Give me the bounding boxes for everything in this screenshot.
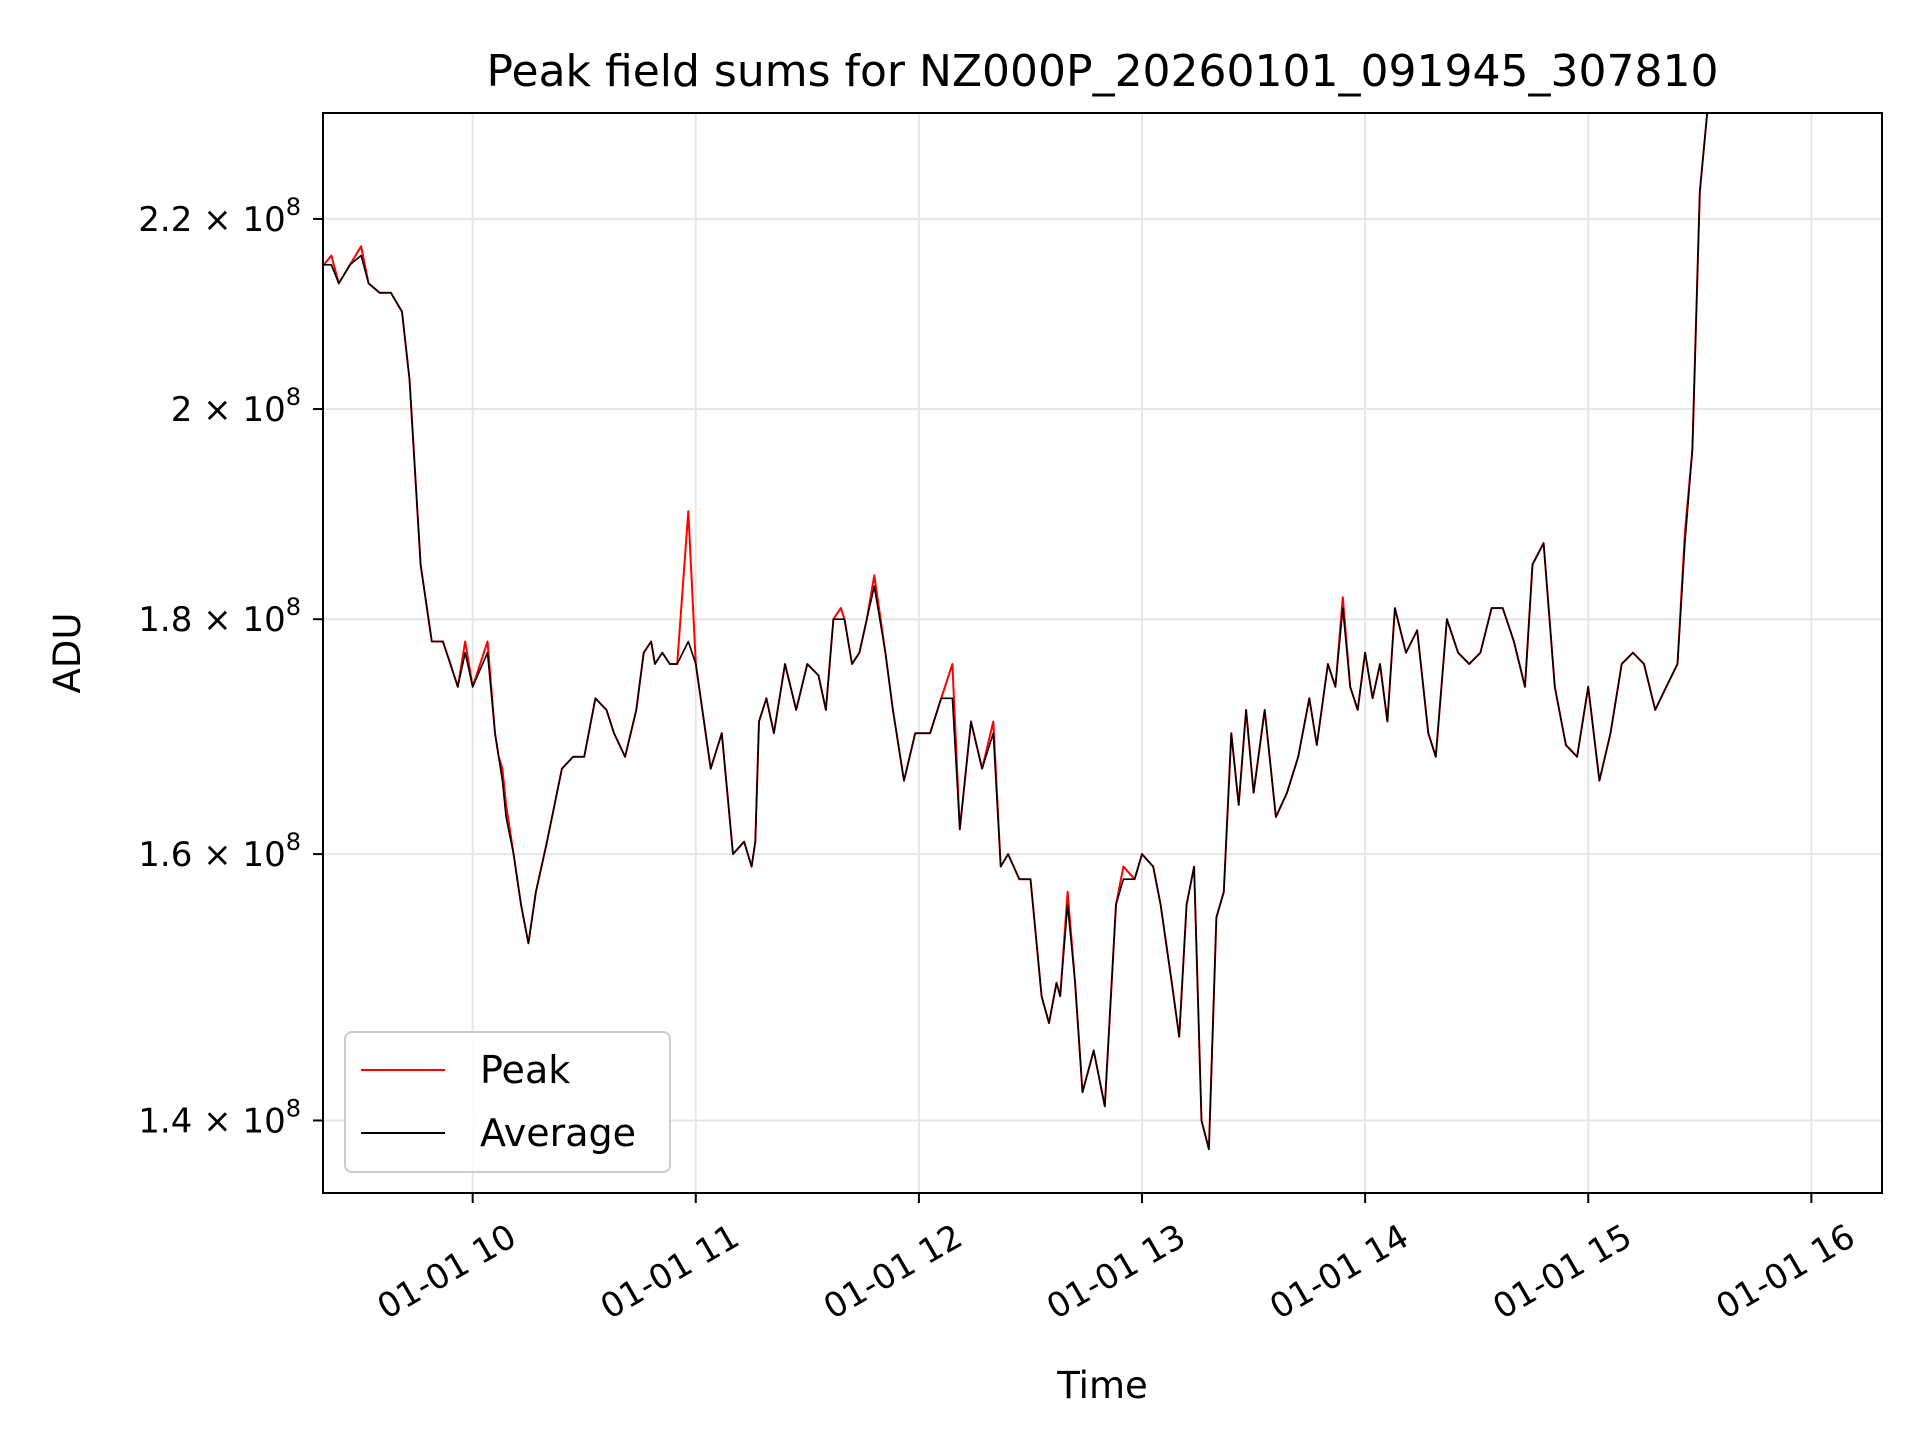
y-tick-mantissa: 1.6 xyxy=(138,835,192,875)
plot-frame xyxy=(322,112,1883,1194)
y-tick-exponent: 8 xyxy=(286,383,301,411)
y-tick-label: 1.6 × 108 xyxy=(138,828,301,875)
y-tick-exponent: 8 xyxy=(286,593,301,621)
legend-label-average: Average xyxy=(480,1111,636,1155)
y-tick-mantissa: 2 xyxy=(171,390,193,430)
chart-title: Peak field sums for NZ000P_20260101_0919… xyxy=(487,46,1719,97)
y-tick-exponent: 8 xyxy=(286,828,301,856)
y-tick-times: × 10 xyxy=(192,390,285,430)
y-tick-exponent: 8 xyxy=(286,1094,301,1122)
series-line-average xyxy=(323,112,1708,1150)
y-tick-mantissa: 2.2 xyxy=(138,200,192,240)
y-tick-label: 1.4 × 108 xyxy=(138,1094,301,1141)
y-tick-times: × 10 xyxy=(192,1101,285,1141)
legend-box xyxy=(344,1031,671,1173)
y-tick-times: × 10 xyxy=(192,200,285,240)
legend: Peak Average xyxy=(344,1031,671,1173)
y-axis-label: ADU xyxy=(46,613,89,694)
y-tick-times: × 10 xyxy=(192,600,285,640)
y-tick-mantissa: 1.4 xyxy=(138,1101,192,1141)
y-tick-mantissa: 1.8 xyxy=(138,600,192,640)
y-tick-exponent: 8 xyxy=(286,193,301,221)
y-tick-label: 1.8 × 108 xyxy=(138,593,301,640)
y-tick-label: 2 × 108 xyxy=(171,383,301,430)
series-layer xyxy=(323,112,1709,1151)
legend-label-peak: Peak xyxy=(480,1048,570,1092)
x-axis-label: Time xyxy=(1056,1364,1148,1407)
y-tick-label: 2.2 × 108 xyxy=(138,193,301,240)
y-tick-times: × 10 xyxy=(192,835,285,875)
